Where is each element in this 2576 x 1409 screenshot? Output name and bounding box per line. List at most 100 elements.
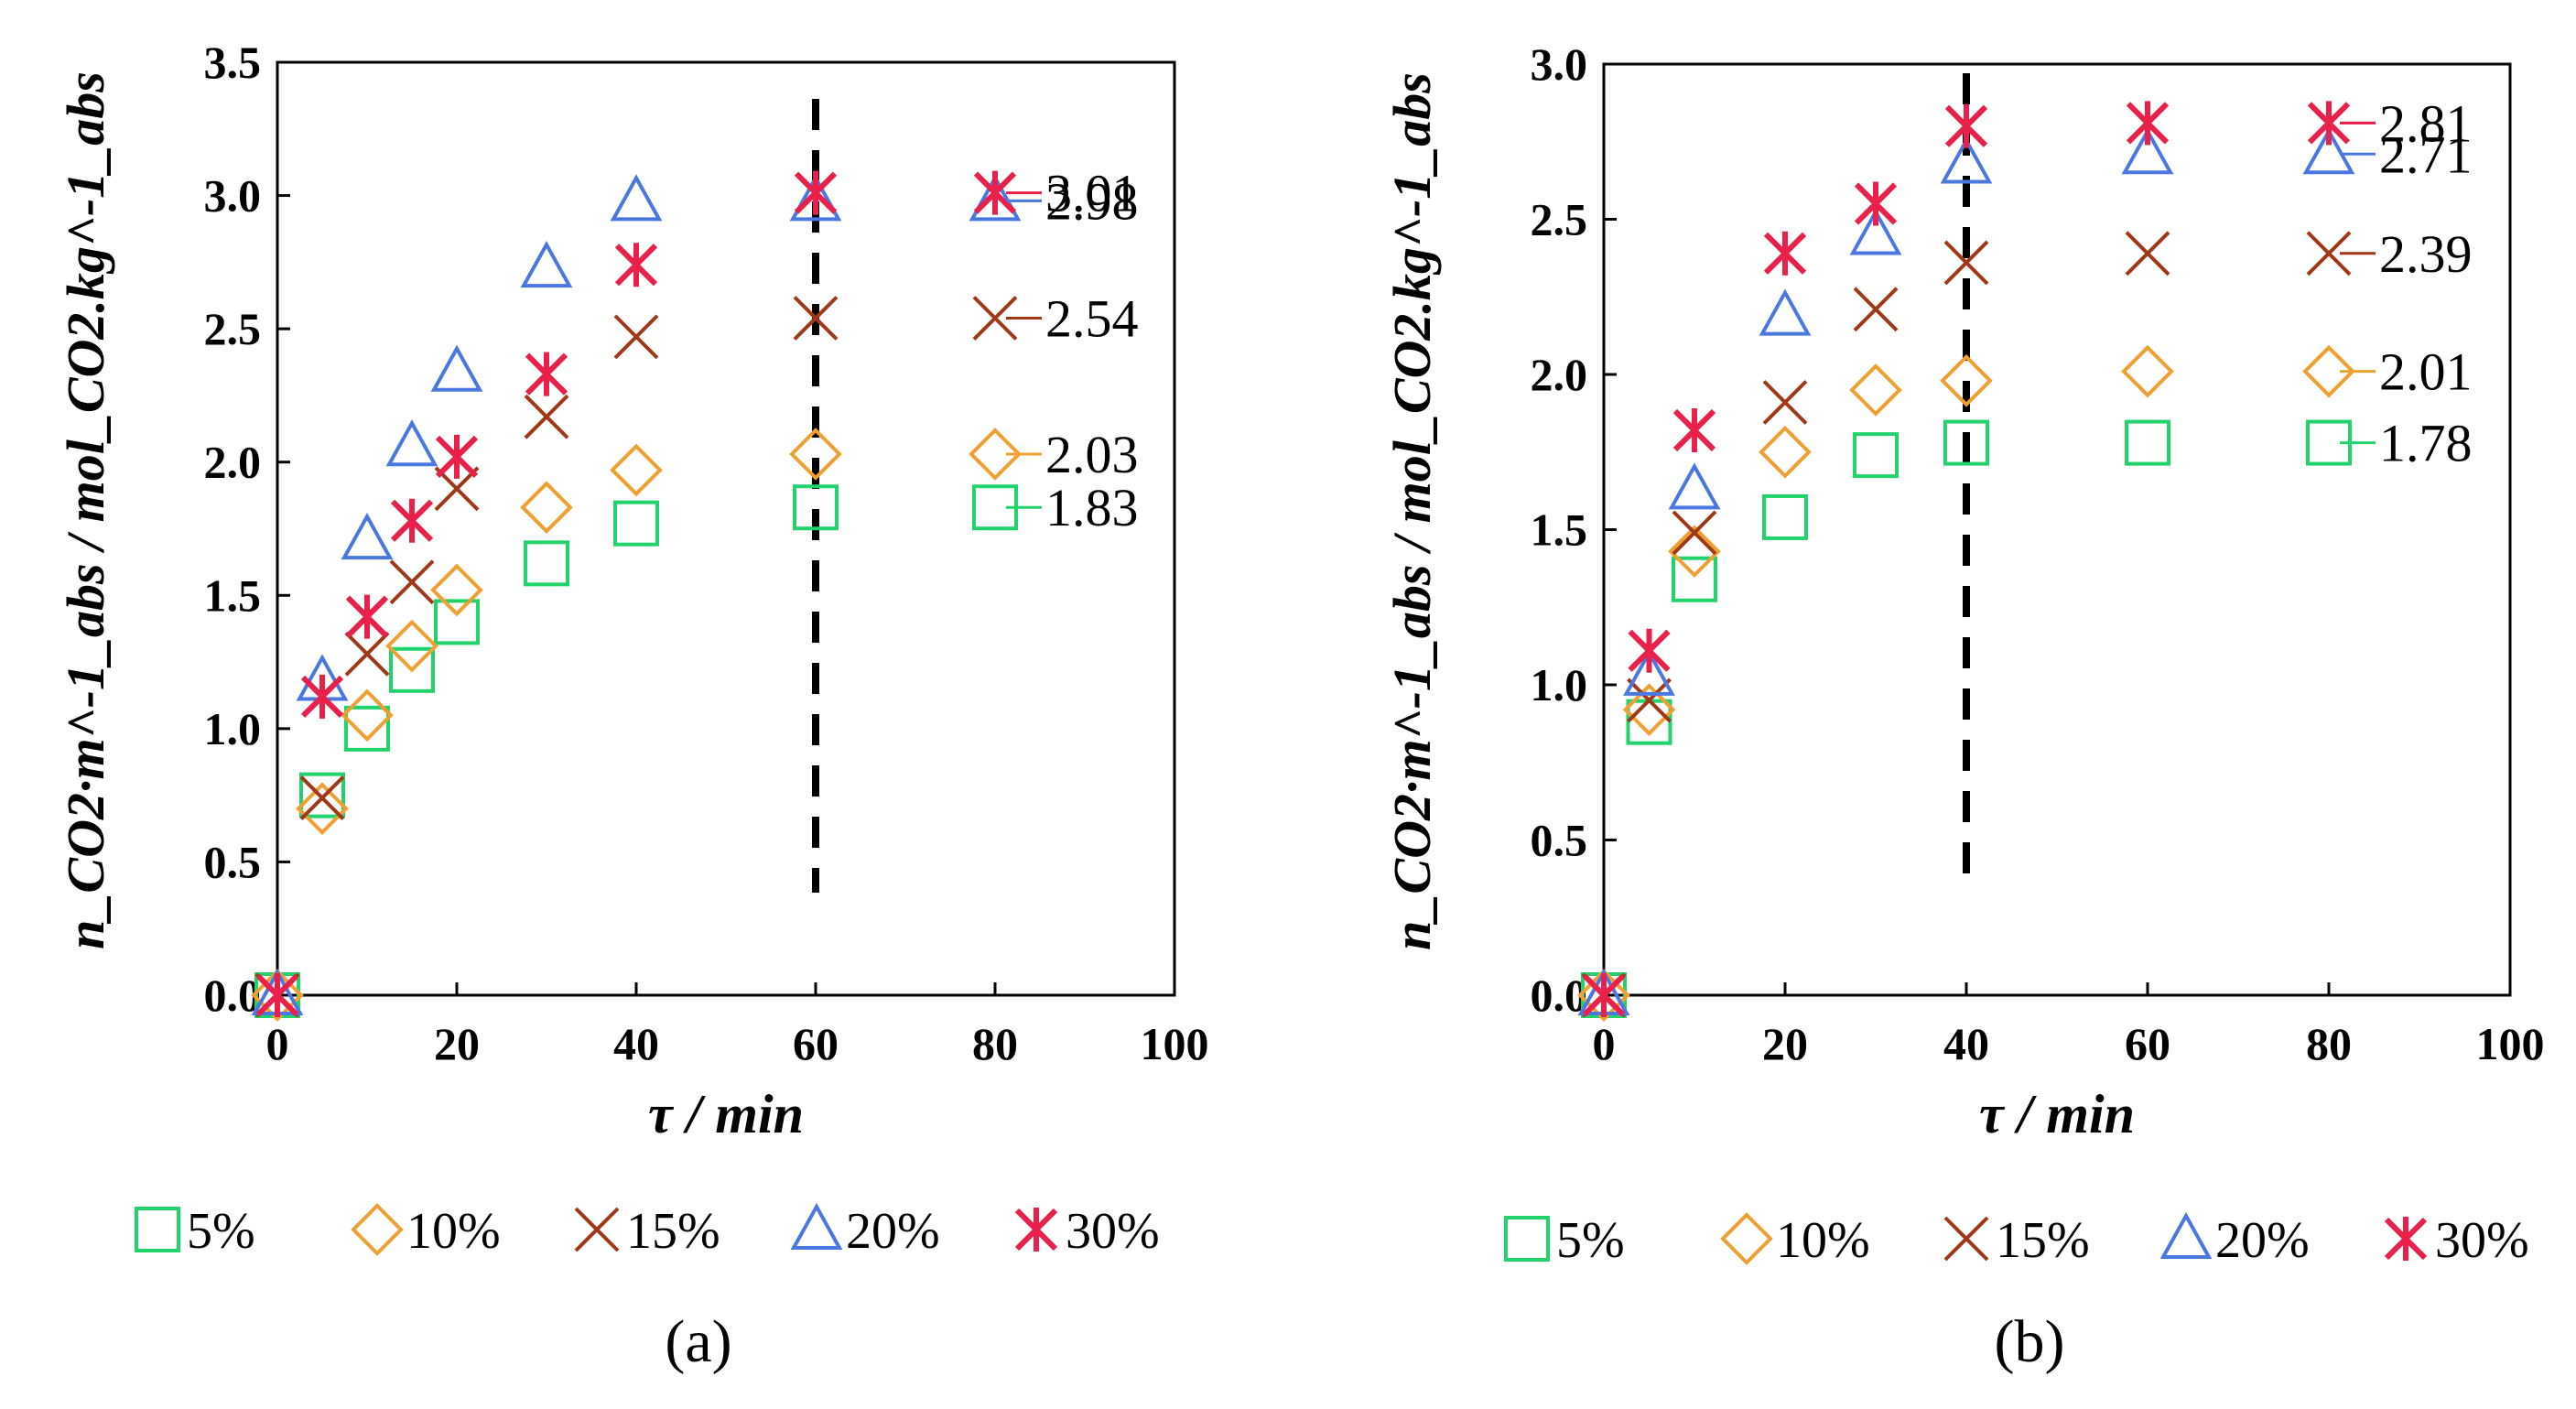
legend-marker-shape — [790, 1202, 843, 1250]
data-point-shape — [520, 241, 573, 288]
x-tick-label: 60 — [793, 1018, 839, 1069]
data-point — [1940, 353, 1993, 407]
annotation-label: 2.39 — [2379, 224, 2473, 284]
data-point-shape — [300, 674, 344, 719]
data-point — [1622, 683, 1676, 736]
data-point — [434, 466, 480, 512]
data-point — [1627, 677, 1672, 723]
annotation-label: 2.98 — [1045, 171, 1139, 231]
y-tick-label: 1.0 — [204, 703, 262, 754]
data-point-shape — [1853, 287, 1899, 332]
data-point — [613, 314, 659, 360]
data-point — [299, 772, 345, 818]
legend-marker-shape — [1014, 1208, 1058, 1252]
x-axis-label: τ / min — [1979, 1084, 2135, 1144]
data-point — [1854, 181, 1898, 226]
y-tick-label: 2.5 — [1531, 194, 1588, 245]
data-point-shape — [1762, 493, 1808, 540]
data-point — [389, 559, 435, 605]
data-point-shape — [969, 428, 1022, 481]
legend-marker — [574, 1207, 620, 1252]
data-point — [1668, 462, 1721, 510]
y-tick-label: 2.0 — [1531, 349, 1588, 400]
data-point — [1577, 969, 1630, 1022]
legend-item: 20% — [790, 1202, 940, 1260]
legend-marker — [1720, 1212, 1773, 1265]
data-point-shape — [789, 174, 842, 222]
data-point — [1849, 208, 1902, 255]
data-point-shape — [520, 481, 573, 535]
series-15pct — [254, 296, 1018, 1018]
data-point — [1944, 103, 1988, 148]
legend-label: 30% — [1066, 1203, 1160, 1260]
annotation-20pct: 2.98 — [1006, 171, 1139, 231]
data-point — [430, 563, 483, 617]
data-point-shape — [1940, 353, 1993, 407]
data-point-shape — [1943, 419, 1989, 466]
legend-marker-shape — [1720, 1212, 1773, 1265]
data-point — [2307, 101, 2351, 146]
data-point-shape — [613, 314, 659, 360]
data-point — [300, 674, 344, 719]
data-point-shape — [1853, 432, 1899, 479]
data-point-shape — [430, 344, 483, 392]
data-point — [1759, 288, 1812, 336]
legend-item: 15% — [1943, 1212, 2090, 1269]
y-tick-label: 3.5 — [204, 37, 262, 88]
data-point-shape — [793, 484, 839, 531]
data-point — [389, 646, 435, 693]
data-point — [1623, 648, 1675, 696]
panel-label: (b) — [1995, 1308, 2065, 1375]
data-point-shape — [972, 296, 1018, 341]
data-point — [255, 973, 299, 1017]
data-point — [520, 481, 573, 535]
data-point — [1762, 493, 1808, 540]
data-point-shape — [2121, 344, 2174, 398]
annotation-label: 2.03 — [1045, 425, 1139, 484]
legend-marker — [2159, 1211, 2213, 1259]
legend-marker — [1943, 1216, 1989, 1262]
data-point-shape — [1759, 425, 1812, 479]
x-tick-label: 80 — [972, 1018, 1018, 1069]
data-point-shape — [2307, 101, 2351, 146]
y-tick-label: 2.0 — [204, 437, 262, 488]
data-point — [969, 428, 1022, 481]
data-point-shape — [434, 599, 480, 645]
data-point — [1763, 231, 1807, 276]
series-10pct — [251, 428, 1022, 1022]
x-tick-label: 80 — [2306, 1018, 2352, 1069]
legend-label: 20% — [846, 1203, 940, 1260]
data-point-shape — [2126, 101, 2170, 146]
data-point — [520, 241, 573, 288]
y-tick-label: 1.5 — [1531, 504, 1588, 556]
annotation-label: 3.01 — [1045, 164, 1139, 223]
y-tick-label: 3.0 — [204, 170, 262, 222]
legend-marker — [1014, 1208, 1058, 1252]
data-point — [525, 352, 568, 396]
legend-label: 15% — [626, 1203, 720, 1260]
data-point-shape — [389, 559, 435, 605]
legend-marker — [1504, 1216, 1550, 1262]
data-point-shape — [1577, 969, 1630, 1022]
data-point-shape — [1668, 462, 1721, 510]
data-point — [1668, 525, 1721, 579]
data-point — [1940, 136, 1993, 184]
data-point — [1762, 380, 1808, 425]
data-point-shape — [296, 782, 349, 836]
y-tick-label: 0.5 — [204, 836, 262, 887]
data-point — [794, 170, 838, 215]
x-axis-label: τ / min — [648, 1084, 804, 1144]
data-point — [610, 443, 663, 497]
data-point — [793, 484, 839, 531]
series-10pct — [1577, 344, 2355, 1022]
annotation-20pct: 2.71 — [2340, 125, 2473, 184]
data-point-shape — [1849, 363, 1902, 417]
data-point-shape — [385, 419, 438, 467]
data-point — [251, 969, 304, 1022]
data-point-shape — [341, 688, 394, 742]
data-point-shape — [524, 394, 569, 439]
legend-label: 5% — [187, 1203, 255, 1260]
legend-marker — [790, 1202, 843, 1250]
data-point-shape — [610, 174, 663, 222]
annotation-15pct: 2.39 — [2340, 224, 2473, 284]
